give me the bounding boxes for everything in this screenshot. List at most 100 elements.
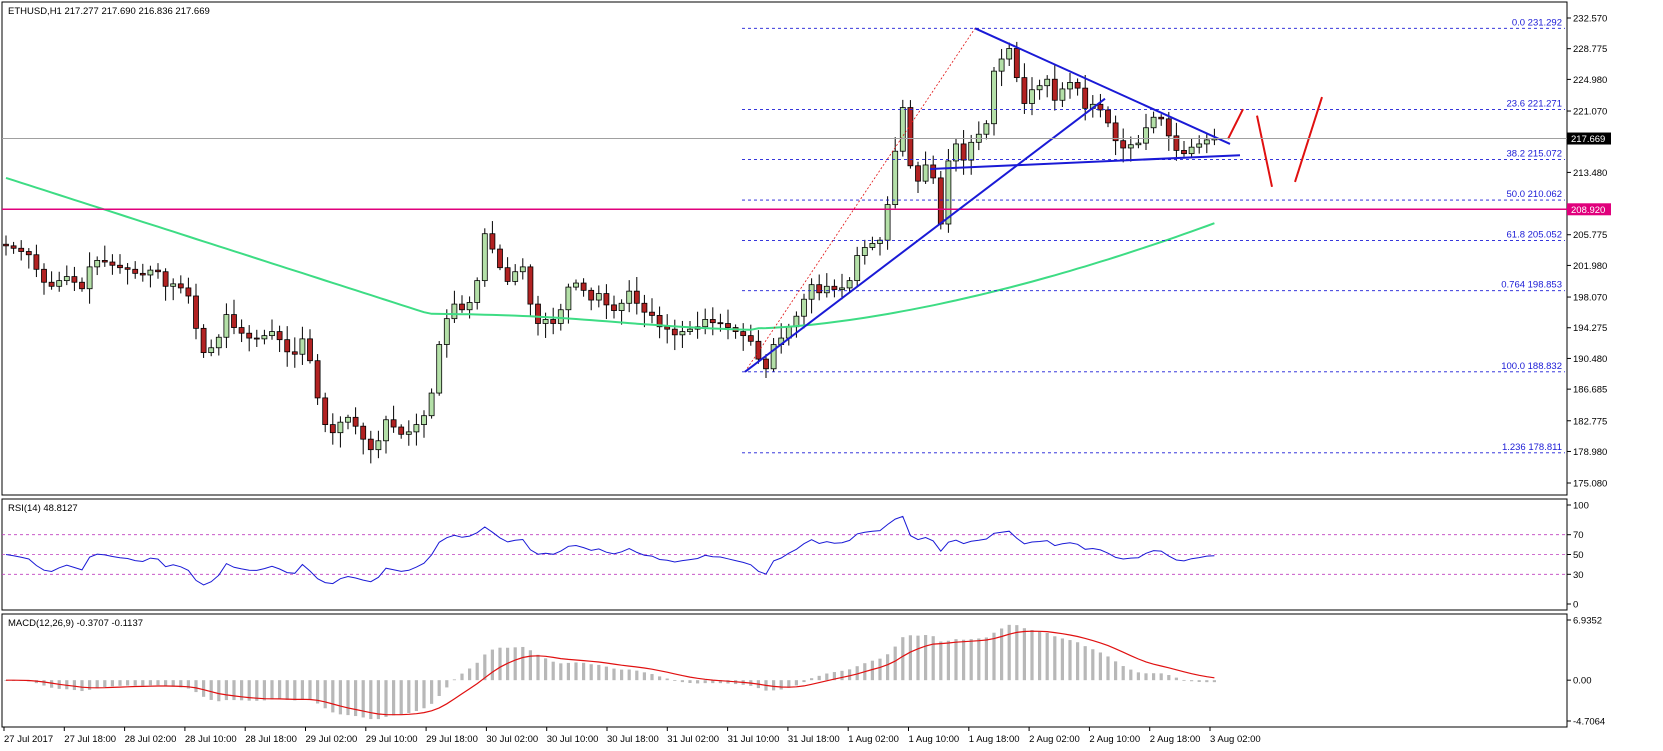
bear-candle — [763, 358, 769, 370]
bear-candle — [740, 331, 747, 337]
bear-candle — [611, 304, 617, 311]
bull-candle — [269, 331, 275, 337]
macd-histogram-bar — [886, 654, 890, 681]
bull-candle — [687, 328, 693, 332]
bear-candle — [246, 332, 253, 339]
bear-candle — [284, 339, 291, 353]
bear-candle — [253, 337, 260, 340]
macd-histogram-bar — [308, 680, 312, 700]
bear-candle — [725, 323, 731, 328]
macd-histogram-bar — [1030, 630, 1034, 681]
macd-histogram-bar — [840, 670, 844, 681]
bull-candle — [1036, 85, 1043, 91]
macd-histogram-bar — [620, 669, 624, 681]
fib-level-label: 0.0 231.292 — [1512, 17, 1562, 28]
bear-candle — [603, 293, 610, 306]
bear-candle — [671, 328, 678, 336]
bear-candle — [1112, 122, 1119, 142]
bear-candle — [504, 267, 511, 282]
rsi-line — [5, 515, 1215, 586]
macd-histogram-bar — [1000, 628, 1004, 681]
macd-histogram-bar — [627, 669, 631, 681]
macd-histogram-bar — [209, 680, 213, 700]
macd-histogram-bar — [794, 680, 798, 686]
bull-candle — [922, 164, 929, 182]
macd-histogram-bar — [1022, 628, 1026, 681]
x-tick-label: 28 Jul 02:00 — [125, 734, 177, 745]
bear-candle — [162, 271, 169, 287]
bull-candle — [1006, 48, 1013, 60]
macd-histogram-bar — [110, 680, 114, 687]
trendline — [929, 154, 1241, 171]
macd-title: MACD(12,26,9) -0.3707 -0.1137 — [8, 618, 143, 629]
bull-candle — [869, 243, 876, 248]
macd-histogram-bar — [696, 680, 700, 684]
bull-candle — [702, 319, 709, 328]
macd-histogram-bar — [156, 680, 160, 686]
bear-candle — [41, 268, 47, 283]
bear-candle — [33, 254, 40, 270]
y-tick-label: 182.775 — [1573, 416, 1607, 427]
macd-y-tick-label: 0.00 — [1573, 676, 1592, 687]
bear-candle — [117, 264, 123, 269]
macd-histogram-bar — [80, 680, 84, 692]
macd-histogram-bar — [1144, 673, 1148, 681]
macd-histogram-bar — [1038, 631, 1042, 681]
trendline — [974, 27, 1231, 145]
macd-histogram-bar — [255, 680, 259, 701]
bull-candle — [1029, 89, 1035, 104]
bull-candle — [557, 309, 564, 324]
bull-candle — [573, 282, 579, 288]
bear-candle — [48, 281, 55, 287]
macd-histogram-bar — [354, 680, 358, 717]
macd-histogram-bar — [893, 646, 897, 681]
macd-histogram-bar — [1129, 669, 1133, 681]
bear-candle — [717, 322, 724, 325]
bear-candle — [831, 285, 838, 290]
macd-histogram-bar — [1015, 625, 1019, 681]
y-tick-label: 213.480 — [1573, 168, 1607, 179]
macd-histogram-bar — [72, 680, 76, 691]
bull-candle — [542, 319, 549, 324]
bear-candle — [314, 360, 321, 399]
macd-histogram-bar — [430, 680, 434, 704]
bear-candle — [1105, 109, 1111, 124]
bull-candle — [1143, 127, 1149, 144]
projection-arrow — [1227, 108, 1244, 140]
macd-histogram-bar — [171, 680, 175, 687]
bear-candle — [322, 397, 329, 426]
x-tick-label: 27 Jul 18:00 — [64, 734, 116, 745]
macd-histogram-bar — [1136, 672, 1140, 681]
bull-candle — [223, 314, 230, 338]
y-tick-label: 224.980 — [1573, 75, 1607, 86]
macd-histogram-bar — [559, 663, 563, 681]
bull-candle — [998, 58, 1005, 72]
macd-histogram-bar — [1159, 673, 1163, 681]
y-tick-label: 205.775 — [1573, 230, 1607, 241]
macd-histogram-bar — [141, 680, 145, 686]
bear-candle — [649, 311, 655, 316]
x-tick-label: 31 Jul 10:00 — [728, 734, 780, 745]
bull-candle — [618, 302, 625, 311]
x-tick-label: 1 Aug 02:00 — [848, 734, 899, 745]
rsi-y-tick-label: 0 — [1573, 600, 1578, 611]
bull-candle — [86, 266, 93, 290]
bear-candle — [200, 327, 207, 354]
bear-candle — [1021, 77, 1028, 104]
macd-histogram-bar — [772, 680, 776, 691]
x-tick-label: 30 Jul 02:00 — [486, 734, 538, 745]
macd-histogram-bar — [673, 680, 677, 681]
bear-candle — [489, 233, 496, 250]
macd-histogram-bar — [612, 668, 616, 681]
macd-histogram-bar — [635, 670, 639, 681]
macd-histogram-bar — [278, 680, 282, 700]
macd-histogram-bar — [916, 635, 920, 681]
macd-histogram-bar — [346, 680, 350, 716]
y-tick-label: 198.070 — [1573, 293, 1607, 304]
x-tick-label: 3 Aug 02:00 — [1210, 734, 1261, 745]
macd-histogram-bar — [924, 635, 928, 681]
macd-histogram-bar — [1114, 661, 1118, 681]
y-tick-label: 221.070 — [1573, 107, 1607, 118]
macd-histogram-bar — [194, 680, 198, 693]
